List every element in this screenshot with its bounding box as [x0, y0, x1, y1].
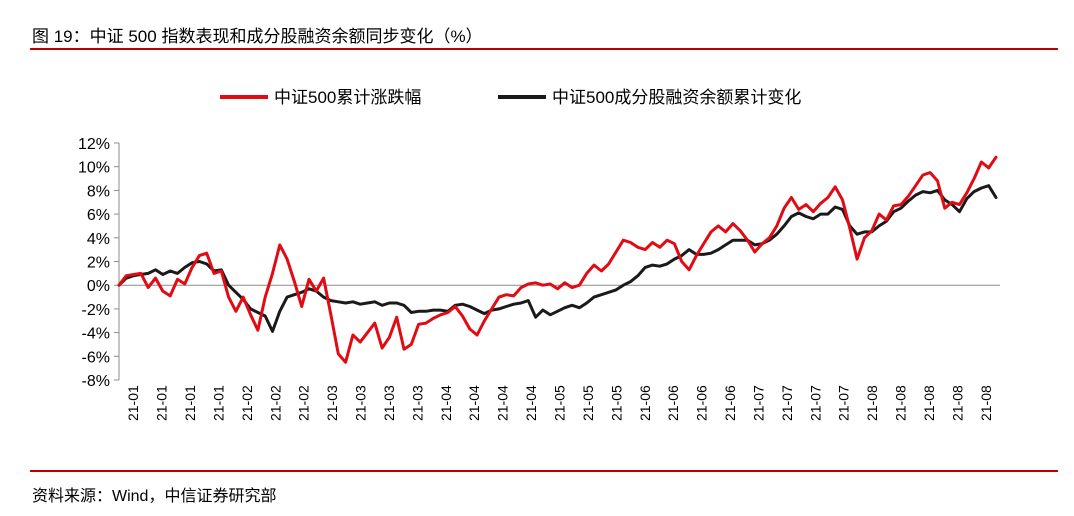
x-tick-label: 21-08 [978, 385, 994, 421]
x-tick-label: 21-08 [921, 385, 937, 421]
y-tick-label: -2% [82, 302, 110, 319]
legend-label-series-1: 中证500累计涨跌幅 [274, 88, 421, 107]
x-tick-label: 21-02 [296, 385, 312, 421]
y-tick-label: -6% [82, 349, 110, 366]
source-note: 资料来源：Wind，中信证券研究部 [32, 488, 277, 505]
x-tick-label: 21-07 [779, 385, 795, 421]
x-tick-label: 21-06 [722, 385, 738, 421]
title-rule [30, 48, 1058, 50]
x-tick-label: 21-01 [211, 385, 227, 421]
y-tick-label: -4% [82, 326, 110, 343]
x-tick-label: 21-01 [182, 385, 198, 421]
x-tick-label: 21-04 [438, 385, 454, 421]
x-tick-label: 21-06 [637, 385, 653, 421]
legend-label-series-2: 中证500成分股融资余额累计变化 [552, 88, 801, 107]
x-tick-label: 21-07 [750, 385, 766, 421]
x-tick-label: 21-04 [495, 385, 511, 421]
y-tick-label: 10% [78, 160, 110, 177]
series-layer [117, 155, 998, 364]
source-rule [30, 470, 1058, 472]
x-tick-label: 21-01 [125, 385, 141, 421]
y-tick-label: -8% [82, 373, 110, 390]
x-tick-label: 21-03 [324, 385, 340, 421]
y-tick-label: 8% [87, 183, 110, 200]
x-tick-label: 21-07 [807, 385, 823, 421]
y-tick-label: 6% [87, 207, 110, 224]
x-tick-label: 21-04 [466, 385, 482, 421]
y-tick-label: 4% [87, 231, 110, 248]
x-tick-label: 21-06 [694, 385, 710, 421]
x-tick-label: 21-08 [864, 385, 880, 421]
y-tick-label: 2% [87, 255, 110, 272]
x-tick-label: 21-03 [381, 385, 397, 421]
x-tick-label: 21-06 [665, 385, 681, 421]
x-tick-label: 21-01 [154, 385, 170, 421]
legend: 中证500累计涨跌幅 中证500成分股融资余额累计变化 [220, 88, 801, 107]
x-tick-label: 21-08 [949, 385, 965, 421]
x-tick-label: 21-08 [893, 385, 909, 421]
x-tick-label: 21-05 [608, 385, 624, 421]
x-tick-label: 21-07 [836, 385, 852, 421]
figure-title: 图 19：中证 500 指数表现和成分股融资余额同步变化（%） [32, 27, 483, 46]
x-axis: 21-01 21-01 21-01 21-01 21-02 21-02 21-02 21-03… [119, 284, 1000, 421]
y-axis: 12% 10% 8% 6% 4% 2% 0% -2% -4% -6% -8% [78, 136, 120, 390]
x-tick-label: 21-03 [353, 385, 369, 421]
x-tick-label: 21-04 [523, 385, 539, 421]
x-tick-label: 21-05 [580, 385, 596, 421]
series-line-2 [117, 184, 998, 333]
x-tick-label: 21-03 [409, 385, 425, 421]
y-tick-label: 12% [78, 136, 110, 153]
series-line-1 [117, 155, 998, 364]
y-tick-label: 0% [87, 278, 110, 295]
x-tick-label: 21-02 [239, 385, 255, 421]
x-tick-label: 21-02 [267, 385, 283, 421]
x-tick-label: 21-05 [552, 385, 568, 421]
